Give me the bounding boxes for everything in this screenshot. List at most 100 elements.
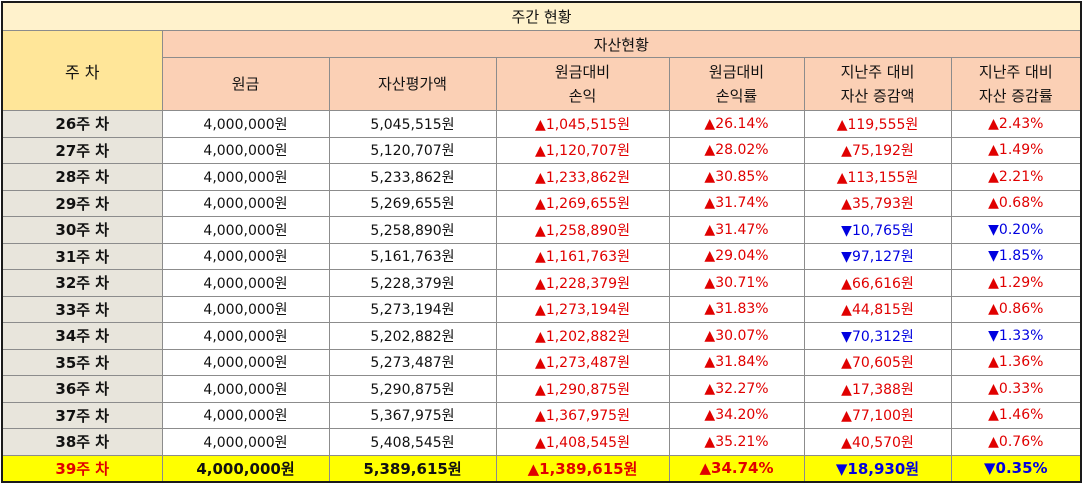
table-row: 32주 차 4,000,000원 5,228,379원 ▲1,228,379원 ▲30.… — [1, 269, 1082, 297]
pnl-cell: ▲1,408,545원 — [495, 428, 670, 456]
header-line-2: 자산 증감률 — [978, 87, 1053, 105]
principal-cell: 4,000,000원 — [161, 454, 330, 483]
pnl-rate-cell: ▲29.04% — [668, 242, 805, 270]
valuation-cell: 5,273,194원 — [328, 295, 497, 323]
header-line-1: 지난주 대비 — [840, 63, 915, 81]
table-row: 29주 차 4,000,000원 5,269,655원 ▲1,269,655원 ▲31.… — [1, 189, 1082, 217]
wow-amount-cell: ▼70,312원 — [803, 322, 952, 350]
wow-amount-cell: ▼18,930원 — [803, 454, 952, 483]
pnl-rate-cell: ▲30.71% — [668, 269, 805, 297]
table-title: 주간 현황 — [1, 1, 1082, 31]
table-row: 26주 차 4,000,000원 5,045,515원 ▲1,045,515원 ▲26.… — [1, 110, 1082, 138]
principal-cell: 4,000,000원 — [161, 428, 330, 456]
pnl-rate-cell: ▲31.47% — [668, 216, 805, 244]
wow-rate-cell: ▲0.68% — [950, 189, 1082, 217]
wow-rate-cell: ▲1.49% — [950, 136, 1082, 164]
wow-amount-cell: ▲17,388원 — [803, 375, 952, 403]
pnl-rate-cell: ▲26.14% — [668, 110, 805, 138]
pnl-cell: ▲1,045,515원 — [495, 110, 670, 138]
week-cell: 29주 차 — [1, 189, 163, 217]
pnl-cell: ▲1,161,763원 — [495, 242, 670, 270]
header-line-1: 지난주 대비 — [978, 63, 1053, 81]
valuation-cell: 5,045,515원 — [328, 110, 497, 138]
wow-amount-cell: ▼10,765원 — [803, 216, 952, 244]
valuation-cell: 5,202,882원 — [328, 322, 497, 350]
pnl-cell: ▲1,228,379원 — [495, 269, 670, 297]
wow-rate-cell: ▲2.43% — [950, 110, 1082, 138]
pnl-rate-header: 원금대비 손익률 — [668, 57, 805, 111]
table-row: 37주 차 4,000,000원 5,367,975원 ▲1,367,975원 ▲34.… — [1, 401, 1082, 429]
wow-rate-cell: ▲1.29% — [950, 269, 1082, 297]
principal-cell: 4,000,000원 — [161, 216, 330, 244]
header-line-2: 손익률 — [715, 87, 758, 105]
week-cell: 37주 차 — [1, 401, 163, 429]
pnl-cell: ▲1,273,487원 — [495, 348, 670, 376]
week-cell: 28주 차 — [1, 163, 163, 191]
wow-rate-cell: ▼0.20% — [950, 216, 1082, 244]
table-row: 35주 차 4,000,000원 5,273,487원 ▲1,273,487원 ▲31.… — [1, 348, 1082, 376]
pnl-cell: ▲1,233,862원 — [495, 163, 670, 191]
table-row: 30주 차 4,000,000원 5,258,890원 ▲1,258,890원 ▲31.… — [1, 216, 1082, 244]
principal-cell: 4,000,000원 — [161, 375, 330, 403]
pnl-cell: ▲1,269,655원 — [495, 189, 670, 217]
week-column-header: 주 차 — [1, 30, 163, 111]
valuation-cell: 5,367,975원 — [328, 401, 497, 429]
pnl-rate-cell: ▲35.21% — [668, 428, 805, 456]
wow-amount-cell: ▲44,815원 — [803, 295, 952, 323]
principal-cell: 4,000,000원 — [161, 322, 330, 350]
wow-rate-cell: ▲2.21% — [950, 163, 1082, 191]
wow-rate-cell: ▲0.33% — [950, 375, 1082, 403]
weekly-status-table: 주간 현황 주 차 자산현황 원금 자산평가액 원금대비 손익 원금대비 손익률 지난주 대… — [1, 1, 1083, 483]
wow-amount-cell: ▲40,570원 — [803, 428, 952, 456]
pnl-cell: ▲1,389,615원 — [495, 454, 670, 483]
valuation-header: 자산평가액 — [328, 57, 497, 111]
week-cell: 33주 차 — [1, 295, 163, 323]
week-cell: 39주 차 — [1, 454, 163, 483]
valuation-cell: 5,120,707원 — [328, 136, 497, 164]
pnl-rate-cell: ▲34.74% — [668, 454, 805, 483]
wow-rate-cell: ▼1.33% — [950, 322, 1082, 350]
wow-amount-cell: ▲77,100원 — [803, 401, 952, 429]
wow-amount-cell: ▲75,192원 — [803, 136, 952, 164]
principal-cell: 4,000,000원 — [161, 110, 330, 138]
week-cell: 26주 차 — [1, 110, 163, 138]
pnl-rate-cell: ▲31.74% — [668, 189, 805, 217]
week-cell: 32주 차 — [1, 269, 163, 297]
valuation-cell: 5,290,875원 — [328, 375, 497, 403]
header-line-2: 자산 증감액 — [840, 87, 915, 105]
pnl-rate-cell: ▲32.27% — [668, 375, 805, 403]
asset-status-group-header: 자산현황 — [161, 30, 1082, 58]
valuation-cell: 5,228,379원 — [328, 269, 497, 297]
principal-cell: 4,000,000원 — [161, 242, 330, 270]
table-row: 34주 차 4,000,000원 5,202,882원 ▲1,202,882원 ▲30.… — [1, 322, 1082, 350]
table-row: 39주 차 4,000,000원 5,389,615원 ▲1,389,615원 ▲34.… — [1, 454, 1082, 483]
pnl-cell: ▲1,290,875원 — [495, 375, 670, 403]
valuation-cell: 5,161,763원 — [328, 242, 497, 270]
header-line-2: 손익 — [568, 87, 597, 105]
week-cell: 30주 차 — [1, 216, 163, 244]
week-cell: 27주 차 — [1, 136, 163, 164]
pnl-rate-cell: ▲34.20% — [668, 401, 805, 429]
pnl-cell: ▲1,258,890원 — [495, 216, 670, 244]
principal-header: 원금 — [161, 57, 330, 111]
principal-cell: 4,000,000원 — [161, 269, 330, 297]
pnl-cell: ▲1,120,707원 — [495, 136, 670, 164]
wow-amount-cell: ▲119,555원 — [803, 110, 952, 138]
table-row: 38주 차 4,000,000원 5,408,545원 ▲1,408,545원 ▲35.… — [1, 428, 1082, 456]
pnl-rate-cell: ▲31.84% — [668, 348, 805, 376]
principal-cell: 4,000,000원 — [161, 136, 330, 164]
principal-cell: 4,000,000원 — [161, 348, 330, 376]
valuation-cell: 5,408,545원 — [328, 428, 497, 456]
valuation-cell: 5,269,655원 — [328, 189, 497, 217]
table-row: 27주 차 4,000,000원 5,120,707원 ▲1,120,707원 ▲28.… — [1, 136, 1082, 164]
valuation-cell: 5,389,615원 — [328, 454, 497, 483]
wow-rate-cell: ▼0.35% — [950, 454, 1082, 483]
table-row: 28주 차 4,000,000원 5,233,862원 ▲1,233,862원 ▲30.… — [1, 163, 1082, 191]
week-cell: 35주 차 — [1, 348, 163, 376]
header-line-1: 원금 — [231, 75, 260, 93]
wow-rate-cell: ▲1.46% — [950, 401, 1082, 429]
principal-cell: 4,000,000원 — [161, 163, 330, 191]
table-row: 36주 차 4,000,000원 5,290,875원 ▲1,290,875원 ▲32.… — [1, 375, 1082, 403]
